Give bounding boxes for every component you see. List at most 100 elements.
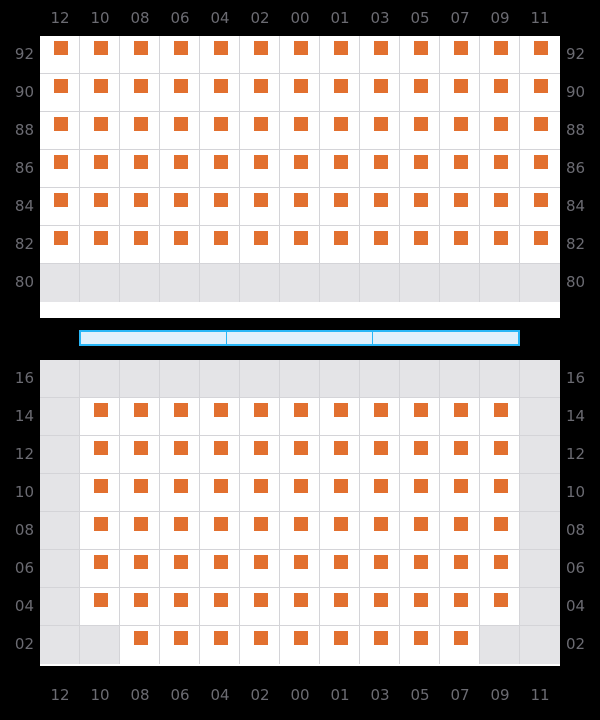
data-point-marker[interactable]: [294, 441, 308, 455]
data-point-marker[interactable]: [374, 403, 388, 417]
data-point-marker[interactable]: [294, 479, 308, 493]
data-cell[interactable]: [480, 74, 520, 111]
data-point-marker[interactable]: [254, 403, 268, 417]
data-point-marker[interactable]: [374, 79, 388, 93]
data-cell[interactable]: [160, 626, 200, 664]
data-point-marker[interactable]: [374, 593, 388, 607]
data-cell[interactable]: [80, 188, 120, 225]
data-point-marker[interactable]: [94, 41, 108, 55]
data-point-marker[interactable]: [254, 555, 268, 569]
data-cell[interactable]: [520, 226, 560, 263]
data-point-marker[interactable]: [94, 441, 108, 455]
data-point-marker[interactable]: [174, 403, 188, 417]
data-cell[interactable]: [320, 436, 360, 473]
data-point-marker[interactable]: [254, 155, 268, 169]
data-cell[interactable]: [280, 550, 320, 587]
data-point-marker[interactable]: [334, 479, 348, 493]
data-cell[interactable]: [440, 512, 480, 549]
data-point-marker[interactable]: [94, 555, 108, 569]
data-point-marker[interactable]: [494, 79, 508, 93]
data-cell[interactable]: [320, 226, 360, 263]
data-point-marker[interactable]: [254, 79, 268, 93]
data-cell[interactable]: [120, 550, 160, 587]
data-point-marker[interactable]: [214, 555, 228, 569]
data-point-marker[interactable]: [214, 479, 228, 493]
data-cell[interactable]: [200, 474, 240, 511]
data-point-marker[interactable]: [454, 231, 468, 245]
data-cell[interactable]: [120, 398, 160, 435]
data-point-marker[interactable]: [334, 79, 348, 93]
data-point-marker[interactable]: [374, 441, 388, 455]
data-point-marker[interactable]: [334, 593, 348, 607]
data-point-marker[interactable]: [494, 441, 508, 455]
range-slider-segment[interactable]: [81, 332, 227, 344]
data-cell[interactable]: [200, 74, 240, 111]
data-point-marker[interactable]: [454, 631, 468, 645]
data-cell[interactable]: [120, 626, 160, 664]
data-cell[interactable]: [240, 398, 280, 435]
data-cell[interactable]: [240, 188, 280, 225]
data-point-marker[interactable]: [454, 441, 468, 455]
data-cell[interactable]: [200, 112, 240, 149]
data-point-marker[interactable]: [494, 403, 508, 417]
data-cell[interactable]: [440, 150, 480, 187]
data-point-marker[interactable]: [414, 155, 428, 169]
data-point-marker[interactable]: [534, 193, 548, 207]
data-point-marker[interactable]: [374, 117, 388, 131]
data-point-marker[interactable]: [134, 193, 148, 207]
data-point-marker[interactable]: [334, 631, 348, 645]
data-cell[interactable]: [160, 150, 200, 187]
data-point-marker[interactable]: [174, 441, 188, 455]
data-point-marker[interactable]: [374, 41, 388, 55]
data-point-marker[interactable]: [54, 231, 68, 245]
data-point-marker[interactable]: [254, 479, 268, 493]
data-cell[interactable]: [280, 398, 320, 435]
data-point-marker[interactable]: [494, 593, 508, 607]
data-cell[interactable]: [480, 550, 520, 587]
data-point-marker[interactable]: [494, 517, 508, 531]
data-point-marker[interactable]: [174, 231, 188, 245]
data-cell[interactable]: [280, 36, 320, 73]
data-point-marker[interactable]: [294, 79, 308, 93]
data-cell[interactable]: [320, 74, 360, 111]
data-point-marker[interactable]: [374, 555, 388, 569]
data-cell[interactable]: [280, 112, 320, 149]
data-cell[interactable]: [360, 550, 400, 587]
data-point-marker[interactable]: [334, 155, 348, 169]
data-cell[interactable]: [440, 112, 480, 149]
data-point-marker[interactable]: [214, 517, 228, 531]
data-cell[interactable]: [360, 626, 400, 664]
data-cell[interactable]: [440, 398, 480, 435]
data-point-marker[interactable]: [294, 517, 308, 531]
data-cell[interactable]: [200, 436, 240, 473]
data-point-marker[interactable]: [134, 403, 148, 417]
data-cell[interactable]: [320, 474, 360, 511]
data-point-marker[interactable]: [94, 231, 108, 245]
data-point-marker[interactable]: [214, 193, 228, 207]
data-cell[interactable]: [480, 150, 520, 187]
data-cell[interactable]: [400, 588, 440, 625]
data-cell[interactable]: [160, 226, 200, 263]
data-point-marker[interactable]: [214, 117, 228, 131]
data-point-marker[interactable]: [374, 155, 388, 169]
data-point-marker[interactable]: [334, 403, 348, 417]
data-point-marker[interactable]: [494, 117, 508, 131]
data-point-marker[interactable]: [214, 593, 228, 607]
data-cell[interactable]: [520, 150, 560, 187]
data-cell[interactable]: [400, 36, 440, 73]
data-point-marker[interactable]: [454, 593, 468, 607]
data-cell[interactable]: [320, 588, 360, 625]
data-cell[interactable]: [280, 226, 320, 263]
data-cell[interactable]: [520, 36, 560, 73]
data-point-marker[interactable]: [294, 193, 308, 207]
data-cell[interactable]: [440, 74, 480, 111]
data-point-marker[interactable]: [414, 79, 428, 93]
data-cell[interactable]: [200, 150, 240, 187]
data-point-marker[interactable]: [534, 117, 548, 131]
data-cell[interactable]: [360, 398, 400, 435]
data-cell[interactable]: [240, 474, 280, 511]
data-cell[interactable]: [320, 626, 360, 664]
data-point-marker[interactable]: [294, 117, 308, 131]
data-point-marker[interactable]: [94, 517, 108, 531]
data-point-marker[interactable]: [174, 631, 188, 645]
